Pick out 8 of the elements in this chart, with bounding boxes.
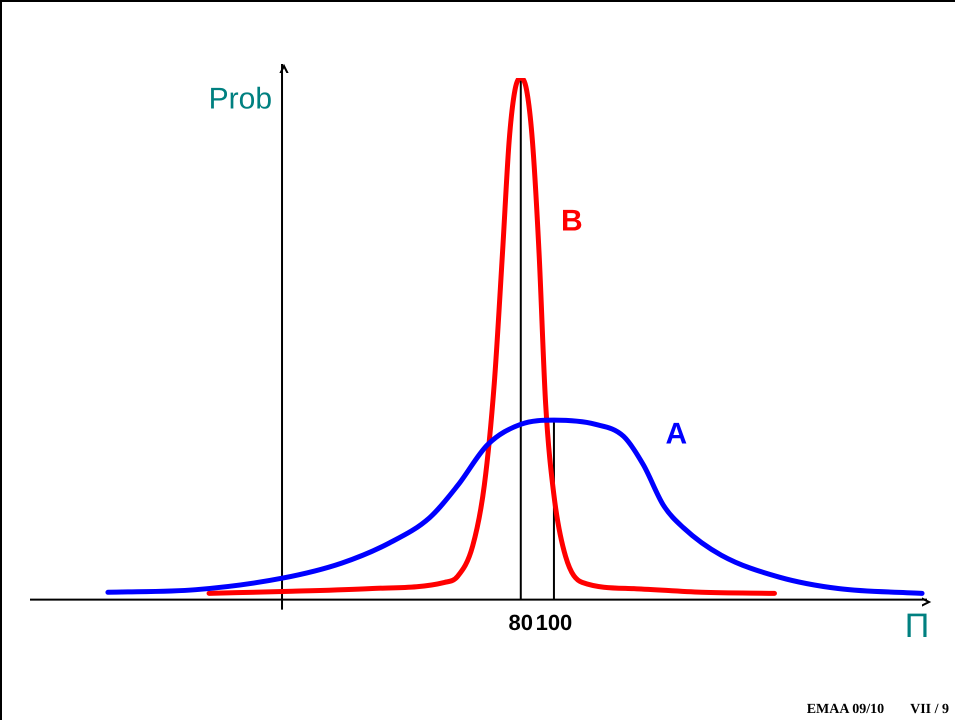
x-tick-label: 80 — [508, 610, 534, 635]
text: VII / 9 — [910, 702, 949, 718]
series-label: B — [561, 204, 583, 238]
x-axis-title: Π — [904, 606, 930, 645]
x-tick-label: 100 — [536, 610, 572, 635]
text: EMAA 09/10 — [806, 702, 884, 718]
ref-line-label: Prob — [208, 82, 272, 116]
series-label: A — [665, 417, 688, 450]
